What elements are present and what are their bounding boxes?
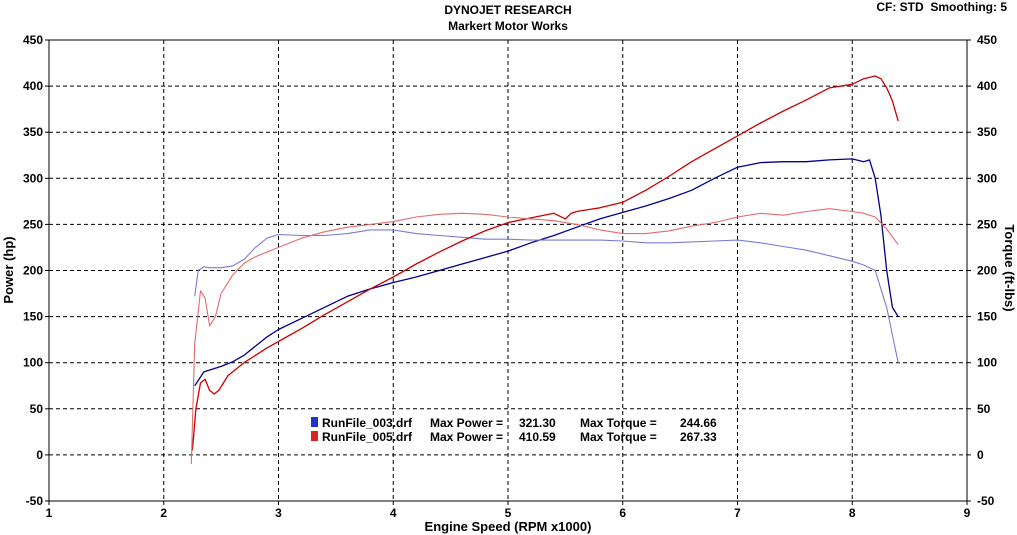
legend-max-torque-value: 244.66 (680, 416, 717, 430)
y-tick-label-left: 300 (23, 171, 43, 185)
y-tick-label-right: 350 (977, 125, 997, 139)
legend-max-torque-label: Max Torque = (580, 416, 657, 430)
y-tick-label-right: 250 (977, 217, 997, 231)
legend-run-name: RunFile_005.drf (322, 430, 413, 444)
x-tick-label: 4 (390, 506, 397, 520)
y-tick-label-left: 50 (30, 402, 44, 416)
legend-max-power-value: 410.59 (519, 430, 556, 444)
y-tick-label-left: 200 (23, 264, 43, 278)
x-tick-label: 1 (46, 506, 53, 520)
legend-swatch-run-005 (311, 431, 318, 441)
y-tick-label-right: 300 (977, 171, 997, 185)
y-axis-label-left: Power (hp) (1, 236, 16, 303)
x-axis-label: Engine Speed (RPM x1000) (425, 519, 592, 534)
series-runfile_003-drfpower (194, 158, 899, 387)
legend-max-power-label: Max Power = (430, 416, 503, 430)
legend: RunFile_003.drf Max Power = 321.30 Max T… (311, 416, 717, 444)
y-tick-label-right: 450 (977, 33, 997, 47)
chart-subtitle: Markert Motor Works (448, 19, 568, 33)
legend-max-power-value: 321.30 (519, 416, 556, 430)
legend-swatch-run-003 (311, 417, 318, 427)
y-tick-label-left: 0 (36, 448, 43, 462)
x-tick-label: 6 (619, 506, 626, 520)
y-tick-label-left: 350 (23, 125, 43, 139)
y-tick-label-right: -50 (977, 494, 995, 508)
legend-entry-run-005: RunFile_005.drf Max Power = 410.59 Max T… (311, 430, 717, 444)
y-tick-label-left: -50 (26, 494, 44, 508)
y-tick-label-right: 150 (977, 310, 997, 324)
series-runfile_005-drftorque (190, 208, 899, 465)
legend-max-torque-label: Max Torque = (580, 430, 657, 444)
x-tick-label: 2 (160, 506, 167, 520)
y-tick-label-right: 100 (977, 356, 997, 370)
settings-label: CF: STD Smoothing: 5 (876, 0, 1007, 14)
y-tick-label-right: 400 (977, 79, 997, 93)
y-tick-label-left: 250 (23, 217, 43, 231)
x-tick-label: 9 (964, 506, 971, 520)
y-tick-label-right: 0 (977, 448, 984, 462)
y-tick-label-left: 450 (23, 33, 43, 47)
x-tick-label: 7 (734, 506, 741, 520)
x-tick-label: 5 (505, 506, 512, 520)
legend-max-power-label: Max Power = (430, 430, 503, 444)
x-tick-label: 8 (849, 506, 856, 520)
chart-title: DYNOJET RESEARCH (444, 3, 571, 17)
y-axis-label-right: Torque (ft-lbs) (1002, 224, 1017, 311)
y-tick-label-left: 400 (23, 79, 43, 93)
legend-run-name: RunFile_003.drf (322, 416, 413, 430)
y-tick-label-right: 200 (977, 264, 997, 278)
y-tick-label-left: 150 (23, 310, 43, 324)
y-tick-label-right: 50 (977, 402, 991, 416)
y-tick-label-left: 100 (23, 356, 43, 370)
legend-entry-run-003: RunFile_003.drf Max Power = 321.30 Max T… (311, 416, 717, 430)
x-tick-label: 3 (275, 506, 282, 520)
series-runfile_005-drfpower (191, 75, 899, 451)
series-runfile_003-drftorque (194, 229, 899, 363)
legend-max-torque-value: 267.33 (680, 430, 717, 444)
